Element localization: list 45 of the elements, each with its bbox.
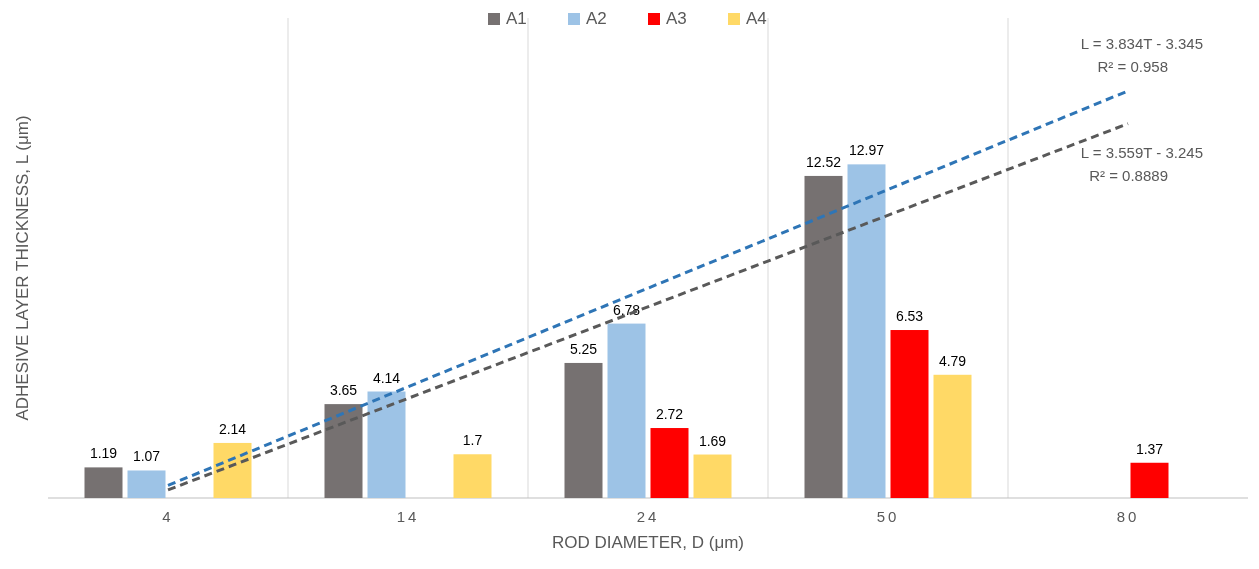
data-label: 12.97 xyxy=(848,142,885,159)
data-label: 1.7 xyxy=(462,432,483,449)
bar xyxy=(564,362,603,498)
bar xyxy=(933,374,972,498)
bar xyxy=(213,442,252,498)
x-axis-title: ROD DIAMETER, D (μm) xyxy=(551,533,745,552)
x-tick-label: 24 xyxy=(636,508,660,525)
data-label: 1.19 xyxy=(89,445,118,462)
legend-label: A3 xyxy=(666,9,687,28)
bar xyxy=(607,323,646,498)
bar xyxy=(324,404,363,498)
data-label: 5.25 xyxy=(569,340,598,357)
bar xyxy=(1130,462,1169,498)
data-label: 4.79 xyxy=(938,352,967,369)
data-label: 1.69 xyxy=(698,432,727,449)
data-label: 3.65 xyxy=(329,382,358,399)
bar xyxy=(804,175,843,498)
bar xyxy=(84,467,123,498)
data-label: 2.14 xyxy=(218,420,247,437)
annotation: R² = 0.8889 xyxy=(1089,166,1168,184)
text: L = 3.834T - 3.345 xyxy=(1080,34,1203,52)
data-label: 1.37 xyxy=(1135,440,1164,457)
text: R² = 0.958 xyxy=(1097,57,1168,75)
bar xyxy=(367,391,406,498)
data-label: 2.72 xyxy=(655,406,684,423)
bar xyxy=(127,470,166,498)
x-tick-label: 50 xyxy=(876,508,900,525)
bar xyxy=(453,454,492,498)
data-label: 6.78 xyxy=(612,301,641,318)
x-tick-label: 4 xyxy=(162,508,174,525)
legend-label: A2 xyxy=(586,9,607,28)
bar xyxy=(650,428,689,498)
data-label: 1.07 xyxy=(132,448,161,465)
data-label: 12.52 xyxy=(805,153,842,170)
legend-label: A4 xyxy=(746,9,767,28)
y-axis-title: ADHESIVE LAYER THICKNESS, L (μm) xyxy=(13,115,32,421)
annotation: L = 3.559T - 3.245 xyxy=(1080,143,1203,161)
x-tick-label: 80 xyxy=(1116,508,1140,525)
legend-label: A1 xyxy=(506,9,527,28)
bar xyxy=(847,164,886,498)
bar xyxy=(890,330,929,498)
bar xyxy=(693,454,732,498)
data-label: 6.53 xyxy=(895,308,924,325)
data-label: 4.14 xyxy=(372,369,401,386)
x-tick-label: 14 xyxy=(396,508,420,525)
